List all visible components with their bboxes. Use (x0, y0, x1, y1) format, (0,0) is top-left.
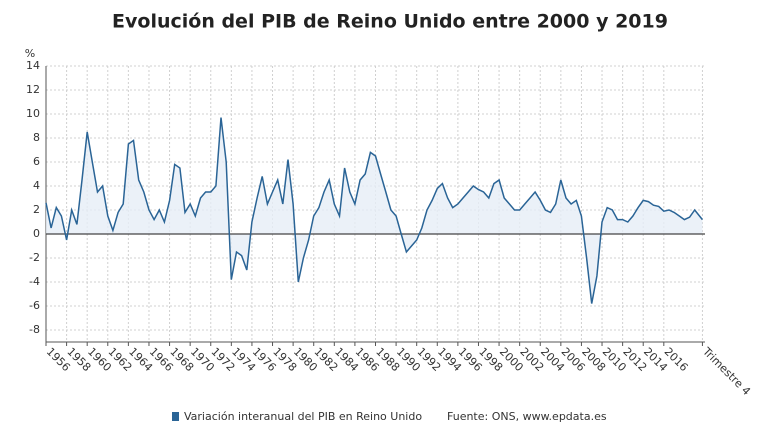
source-note: Fuente: ONS, www.epdata.es (447, 410, 607, 423)
area (46, 117, 703, 304)
y-tick-label: -8 (29, 323, 40, 336)
y-tick-label: 2 (33, 203, 40, 216)
y-tick-label: -6 (29, 299, 40, 312)
y-tick-label: -2 (29, 251, 40, 264)
chart-title: Evolución del PIB de Reino Unido entre 2… (112, 11, 668, 33)
y-axis-label: % (25, 47, 35, 60)
y-tick-label: 8 (33, 131, 40, 144)
y-tick-label: 14 (26, 59, 40, 72)
y-tick-label: 10 (26, 107, 40, 120)
y-tick-label: 12 (26, 83, 40, 96)
y-tick-label: -4 (29, 275, 40, 288)
y-tick-label: 0 (33, 227, 40, 240)
y-tick-label: 6 (33, 155, 40, 168)
x-tick-label: Trimestre 4 (699, 344, 753, 398)
legend-swatch (172, 412, 179, 421)
y-tick-label: 4 (33, 179, 40, 192)
legend-label: Variación interanual del PIB en Reino Un… (184, 410, 422, 423)
line (45, 117, 703, 304)
